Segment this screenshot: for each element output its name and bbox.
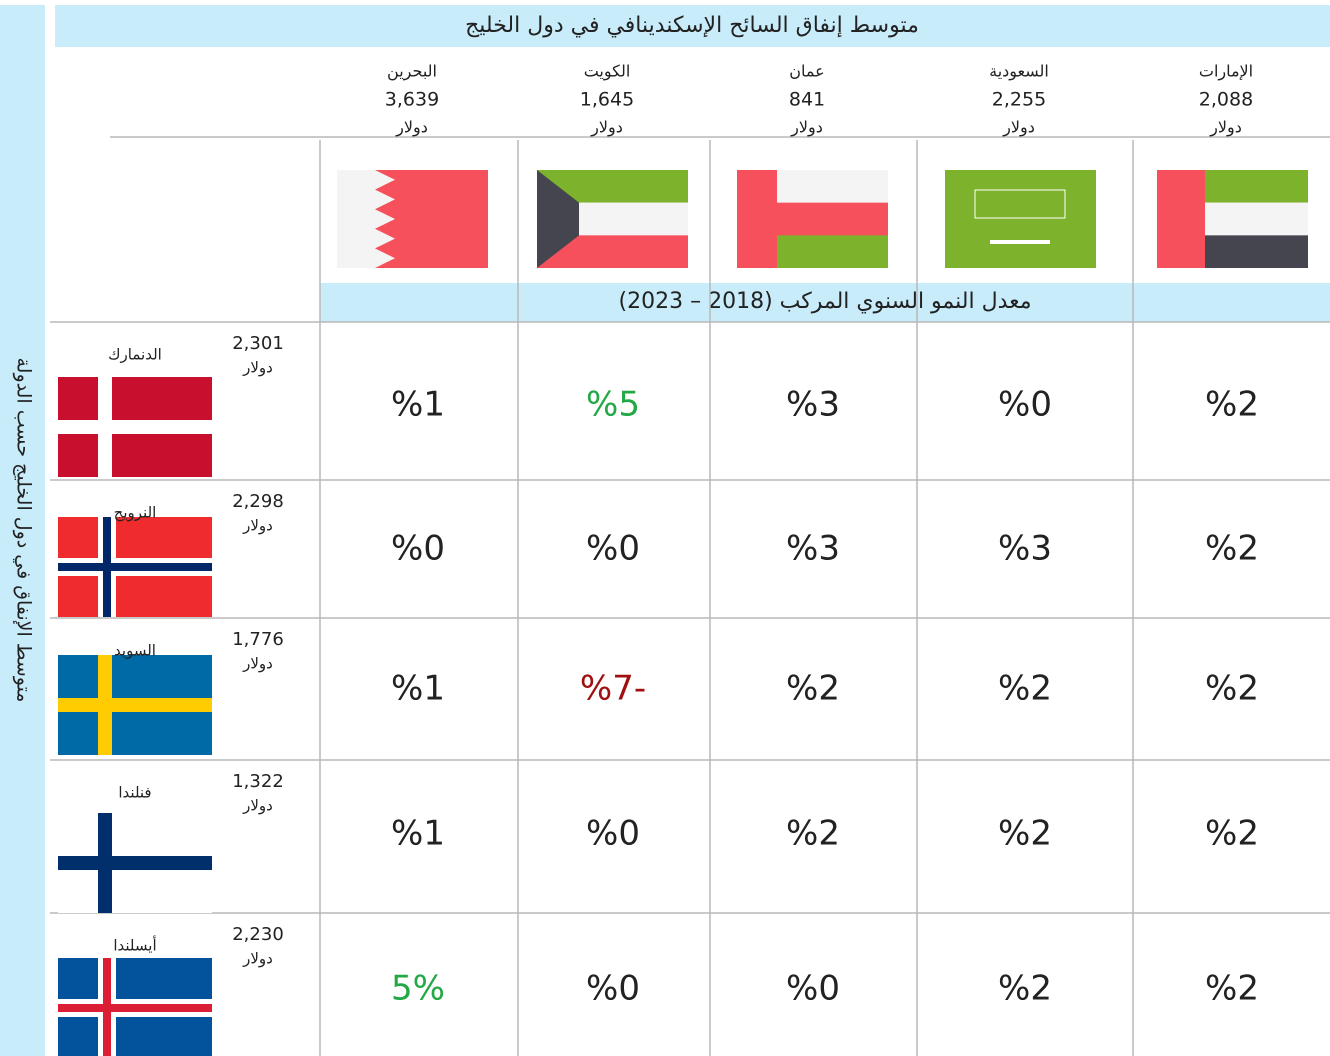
- growth-rate: %2: [998, 669, 1052, 709]
- country-name: النرويج: [114, 504, 157, 522]
- unit: دولار: [1209, 118, 1242, 138]
- unit: دولار: [242, 517, 273, 535]
- spending: 3,639: [385, 89, 439, 111]
- side-label: متوسط الإنفاق في دول الخليج حسب الدولة: [13, 358, 35, 703]
- growth-rate: 5%: [391, 969, 445, 1009]
- growth-rate: %0: [586, 814, 640, 854]
- subtitle-bar: [320, 283, 1330, 322]
- flag-part: [777, 235, 888, 268]
- subtitle: معدل النمو السنوي المركب (2018 – 2023): [618, 289, 1031, 314]
- spending: 1,645: [580, 89, 634, 111]
- unit: دولار: [242, 655, 273, 673]
- country-name: البحرين: [387, 62, 437, 82]
- growth-rate: %1: [391, 814, 445, 854]
- unit: دولار: [242, 950, 273, 968]
- growth-rate: %7-: [580, 669, 646, 709]
- growth-rate: %5: [586, 385, 640, 425]
- growth-rate: %2: [1205, 385, 1259, 425]
- flag-part: [974, 189, 1066, 219]
- growth-rate: %3: [786, 529, 840, 569]
- spending: 2,298: [232, 491, 284, 512]
- unit: دولار: [242, 797, 273, 815]
- flag-part: [58, 1004, 212, 1012]
- growth-rate: %3: [786, 385, 840, 425]
- growth-rate: %2: [1205, 969, 1259, 1009]
- spending: 841: [789, 89, 825, 111]
- flag-part: [58, 856, 212, 870]
- growth-rate: %0: [998, 385, 1052, 425]
- growth-rate: %2: [786, 814, 840, 854]
- growth-rate: %1: [391, 669, 445, 709]
- growth-rate: %2: [1205, 669, 1259, 709]
- growth-rate: %0: [586, 969, 640, 1009]
- flag-part: [337, 170, 395, 268]
- country-name: فنلندا: [118, 784, 151, 802]
- flag-part: [58, 563, 212, 571]
- spending: 2,255: [992, 89, 1046, 111]
- country-name: الدنمارك: [108, 346, 162, 364]
- growth-rate: %0: [586, 529, 640, 569]
- growth-rate: %0: [391, 529, 445, 569]
- country-name: الكويت: [584, 62, 631, 82]
- growth-rate: %2: [786, 669, 840, 709]
- flag-part: [777, 170, 888, 203]
- spending: 2,301: [232, 333, 284, 354]
- unit: دولار: [242, 359, 273, 377]
- flag-part: [58, 698, 212, 712]
- unit: دولار: [590, 118, 623, 138]
- growth-rate: %2: [1205, 529, 1259, 569]
- spending: 2,230: [232, 924, 284, 945]
- flag-part: [1157, 170, 1205, 268]
- spending: 2,088: [1199, 89, 1253, 111]
- title: متوسط إنفاق السائح الإسكندينافي في دول ا…: [465, 13, 919, 38]
- flag-part: [1205, 170, 1308, 203]
- growth-rate: %2: [998, 969, 1052, 1009]
- country-name: السعودية: [989, 62, 1049, 82]
- flag-part: [1205, 202, 1308, 236]
- side-bar: [0, 5, 45, 1056]
- flag-part: [58, 420, 212, 434]
- flag-part: [1205, 235, 1308, 268]
- spending: 1,776: [232, 629, 284, 650]
- unit: دولار: [395, 118, 428, 138]
- country-name: أيسلندا: [113, 936, 156, 955]
- title-bar: [55, 5, 1330, 47]
- growth-rate: %2: [998, 814, 1052, 854]
- unit: دولار: [790, 118, 823, 138]
- country-name: الإمارات: [1199, 62, 1253, 82]
- spending: 1,322: [232, 771, 284, 792]
- flag-part: [945, 170, 1096, 268]
- country-name: السويد: [114, 642, 156, 660]
- growth-rate: %1: [391, 385, 445, 425]
- growth-rate: %2: [1205, 814, 1259, 854]
- country-name: عمان: [789, 62, 824, 81]
- unit: دولار: [1002, 118, 1035, 138]
- growth-rate: %0: [786, 969, 840, 1009]
- flag-part: [537, 170, 579, 268]
- growth-rate: %3: [998, 529, 1052, 569]
